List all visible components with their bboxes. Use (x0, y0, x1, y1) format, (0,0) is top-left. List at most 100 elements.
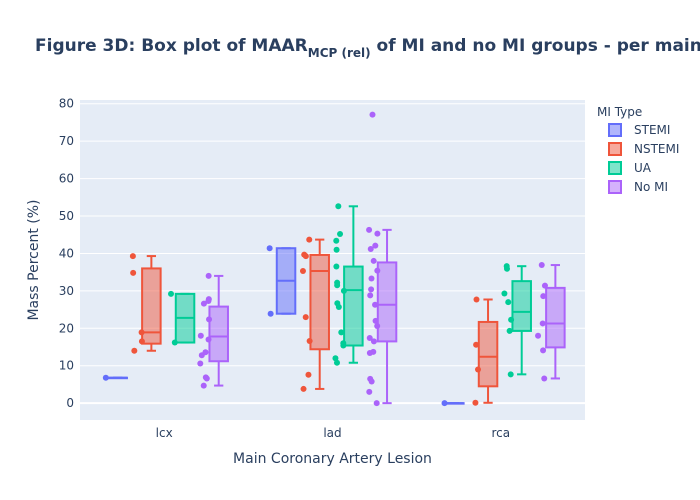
data-point (267, 310, 274, 317)
data-point (368, 286, 375, 293)
data-point (369, 111, 376, 118)
data-point (374, 267, 381, 274)
data-point (205, 336, 212, 343)
data-point (333, 246, 340, 253)
series-nstemi (129, 236, 499, 406)
data-point (541, 282, 548, 289)
data-point (333, 237, 340, 244)
legend-swatch (608, 180, 622, 194)
x-tick-label: lad (323, 426, 341, 440)
data-point (503, 265, 510, 272)
data-point (372, 301, 379, 308)
data-point (306, 338, 313, 345)
data-point (506, 327, 513, 334)
data-point (138, 329, 145, 336)
series-ua (168, 203, 532, 378)
legend-swatch (608, 123, 622, 137)
y-tick-label: 10 (59, 359, 74, 373)
data-point (373, 400, 380, 407)
y-axis-label: Mass Percent (%) (26, 199, 42, 320)
data-point (102, 374, 109, 381)
data-point (366, 350, 373, 357)
title-subscript: MCP (rel) (308, 46, 371, 60)
data-point (505, 299, 512, 306)
data-point (200, 382, 207, 389)
data-point (372, 242, 379, 249)
data-point (335, 303, 342, 310)
legend-label: UA (634, 161, 652, 175)
legend-item-stemi: STEMI (608, 123, 670, 137)
y-tick-label: 40 (59, 246, 74, 260)
box-iqr (208, 305, 229, 363)
data-point (507, 371, 514, 378)
data-point (129, 253, 136, 260)
title-main: Figure 3D: Box plot of MAAR (35, 36, 308, 56)
data-point (367, 245, 374, 252)
box-series (102, 111, 566, 407)
title-rest: of MI and no MI groups - per main (371, 36, 700, 56)
data-point (541, 375, 548, 382)
data-point (475, 366, 482, 373)
data-point (205, 297, 212, 304)
x-tick-labels: lcx lad rca (156, 426, 511, 440)
data-point (535, 332, 542, 339)
box-iqr (545, 286, 566, 349)
data-point (198, 352, 205, 359)
y-tick-label: 60 (59, 172, 74, 186)
data-point (205, 272, 212, 279)
data-point (200, 300, 207, 307)
data-point (305, 371, 312, 378)
series-stemi (102, 245, 465, 407)
y-tick-label: 70 (59, 134, 74, 148)
data-point (368, 275, 375, 282)
data-point (501, 290, 508, 297)
x-tick-label: lcx (156, 426, 173, 440)
x-tick-label: rca (492, 426, 511, 440)
data-point (370, 338, 377, 345)
data-point (441, 400, 448, 407)
data-point (302, 253, 309, 260)
data-point (472, 399, 479, 406)
data-point (473, 341, 480, 348)
y-tick-label: 0 (66, 396, 74, 410)
y-tick-label: 80 (59, 97, 74, 111)
data-point (306, 236, 313, 243)
legend-label: No MI (634, 180, 668, 194)
y-tick-label: 30 (59, 284, 74, 298)
data-point (197, 360, 204, 367)
data-point (508, 316, 515, 323)
legend-title: MI Type (597, 105, 642, 119)
legend-item-ua: UA (608, 161, 652, 175)
grid-lines (80, 103, 585, 405)
box-iqr (477, 320, 499, 388)
data-point (539, 320, 546, 327)
data-point (374, 323, 381, 330)
data-point (171, 339, 178, 346)
data-point (333, 263, 340, 270)
data-point (138, 338, 145, 345)
data-point (340, 287, 347, 294)
data-point (335, 203, 342, 210)
data-point (300, 385, 307, 392)
data-point (368, 378, 375, 385)
data-point (168, 290, 175, 297)
legend-swatch (608, 161, 622, 175)
legend-label: STEMI (634, 123, 670, 137)
data-point (333, 359, 340, 366)
data-point (366, 388, 373, 395)
data-point (203, 375, 210, 382)
y-tick-labels: 0 10 20 30 40 50 60 70 80 (59, 97, 74, 410)
data-point (334, 282, 341, 289)
box-iqr (343, 265, 364, 347)
plot-area (80, 100, 585, 420)
data-point (473, 296, 480, 303)
legend-item-nstemi: NSTEMI (608, 142, 679, 156)
legend-item-no-mi: No MI (608, 180, 668, 194)
data-point (130, 269, 137, 276)
x-axis-label: Main Coronary Artery Lesion (233, 451, 432, 467)
data-point (540, 347, 547, 354)
y-tick-label: 20 (59, 321, 74, 335)
data-point (338, 329, 345, 336)
data-point (366, 335, 373, 342)
data-point (367, 292, 374, 299)
